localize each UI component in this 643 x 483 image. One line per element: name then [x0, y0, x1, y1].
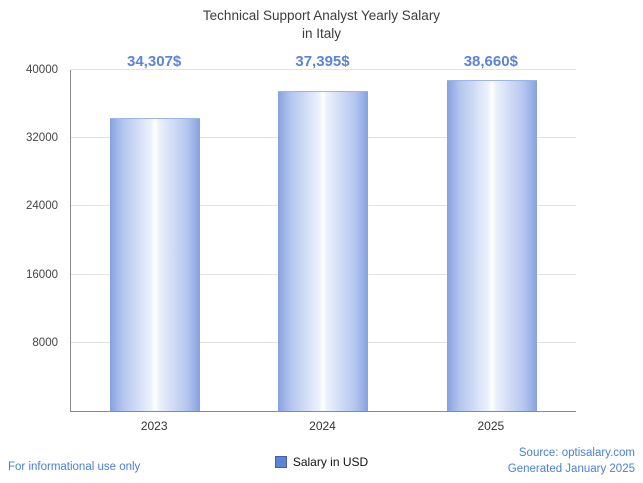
y-tick-label: 32000 [26, 132, 58, 145]
x-tick-label: 2023 [140, 419, 168, 433]
informational-note: For informational use only [8, 461, 141, 473]
plot-area [70, 69, 576, 412]
legend-label: Salary in USD [292, 455, 369, 469]
x-axis: 2023 2024 2025 [70, 419, 575, 433]
bar[interactable] [446, 80, 537, 411]
value-label: 38,660$ [463, 53, 518, 70]
x-tick-label: 2024 [309, 419, 336, 433]
value-label: 34,307$ [127, 53, 182, 70]
source-link[interactable]: Source: optisalary.com [518, 447, 635, 459]
chart-title-line2: in Italy [301, 26, 342, 42]
y-tick-label: 24000 [26, 200, 58, 213]
value-label: 37,395$ [295, 53, 350, 70]
legend: Salary in USD [0, 455, 643, 469]
y-axis: 40000 32000 24000 16000 8000 [0, 64, 64, 411]
bar[interactable] [110, 117, 201, 411]
value-label-row: 34,307$ 37,395$ 38,660$ [70, 53, 575, 73]
bars-container [71, 70, 576, 411]
generated-text: Generated January 2025 [507, 462, 635, 475]
legend-swatch-icon [274, 456, 287, 468]
bar-slot [408, 70, 576, 411]
gridline [71, 69, 576, 70]
bar-slot [239, 70, 407, 411]
chart-title-line1: Technical Support Analyst Yearly Salary [202, 8, 441, 23]
y-tick-label: 8000 [32, 336, 58, 349]
y-tick-label: 40000 [26, 64, 58, 76]
bar-slot [71, 70, 239, 411]
y-tick-label: 16000 [26, 268, 58, 281]
source-block: Source: optisalary.com Generated January… [508, 446, 635, 477]
chart-title: Technical Support Analyst Yearly Salary … [0, 7, 643, 43]
bar[interactable] [278, 91, 369, 411]
x-tick-label: 2025 [477, 419, 505, 433]
